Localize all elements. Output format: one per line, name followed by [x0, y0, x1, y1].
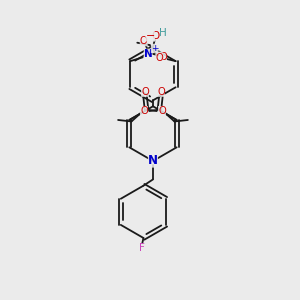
Text: O: O: [152, 31, 160, 40]
Text: N: N: [144, 49, 152, 59]
Text: +: +: [151, 44, 158, 53]
Text: O: O: [140, 36, 148, 46]
Text: O: O: [155, 52, 163, 63]
Text: O: O: [158, 106, 166, 116]
Text: −: −: [146, 32, 155, 41]
Text: O: O: [140, 106, 148, 116]
Text: O: O: [159, 52, 167, 62]
Text: O: O: [141, 87, 149, 97]
Text: F: F: [139, 243, 145, 254]
Text: H: H: [160, 28, 167, 38]
Text: O: O: [157, 87, 165, 97]
Text: N: N: [148, 154, 158, 167]
